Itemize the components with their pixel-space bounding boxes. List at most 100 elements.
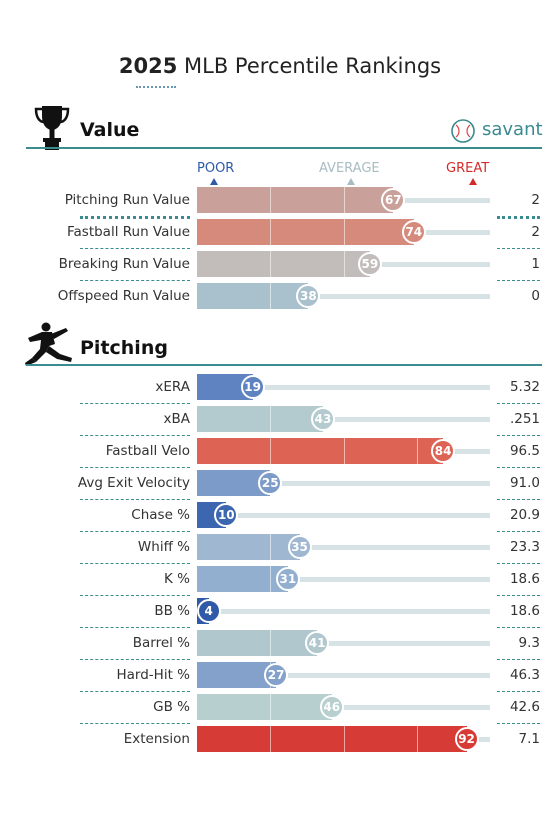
percentile-bubble: 35 bbox=[287, 535, 312, 559]
metric-label: Pitching Run Value bbox=[64, 192, 190, 208]
percentile-bar bbox=[197, 251, 370, 277]
metric-value: 96.5 bbox=[509, 443, 540, 459]
percentile-bar bbox=[197, 534, 300, 560]
metric-label: Offspeed Run Value bbox=[57, 288, 190, 304]
section-rule-value bbox=[26, 147, 542, 149]
metric-value: 2 bbox=[531, 224, 540, 240]
grid-line bbox=[343, 219, 345, 245]
row-separator bbox=[497, 531, 540, 532]
title-underline bbox=[136, 86, 176, 88]
grid-line bbox=[270, 406, 272, 432]
row-separator bbox=[80, 723, 190, 724]
metric-label: Fastball Run Value bbox=[66, 224, 190, 240]
row-separator bbox=[497, 248, 540, 249]
percentile-track bbox=[197, 385, 490, 390]
row-separator bbox=[80, 216, 190, 219]
grid-line bbox=[270, 630, 272, 656]
percentile-bar bbox=[197, 187, 394, 213]
percentile-bar bbox=[197, 438, 444, 464]
grid-line bbox=[416, 438, 418, 464]
scale-poor-label: POOR bbox=[197, 161, 235, 176]
percentile-bar bbox=[197, 406, 323, 432]
metric-label: BB % bbox=[154, 603, 190, 619]
metric-value: .251 bbox=[509, 411, 540, 427]
grid-line bbox=[270, 283, 272, 309]
title-text: MLB Percentile Rankings bbox=[184, 54, 442, 78]
grid-line bbox=[270, 534, 272, 560]
percentile-track bbox=[197, 513, 490, 518]
chart-title: 2025 MLB Percentile Rankings bbox=[0, 54, 560, 78]
baseball-icon bbox=[451, 119, 475, 143]
metric-value: 46.3 bbox=[509, 667, 540, 683]
percentile-bubble: 43 bbox=[310, 407, 335, 431]
percentile-track bbox=[197, 577, 490, 582]
grid-line bbox=[343, 251, 345, 277]
metric-label: Avg Exit Velocity bbox=[77, 475, 190, 491]
metric-label: Extension bbox=[123, 731, 190, 747]
grid-line bbox=[343, 187, 345, 213]
row-separator bbox=[80, 691, 190, 692]
grid-line bbox=[270, 694, 272, 720]
metric-label: Hard-Hit % bbox=[116, 667, 191, 683]
percentile-bubble: 84 bbox=[431, 439, 456, 463]
section-header-value: Value bbox=[0, 104, 560, 150]
metric-value: 0 bbox=[531, 288, 540, 304]
grid-line bbox=[270, 566, 272, 592]
percentile-bubble: 25 bbox=[258, 471, 283, 495]
grid-line bbox=[416, 726, 418, 752]
row-separator bbox=[80, 659, 190, 660]
row-separator bbox=[497, 435, 540, 436]
percentile-track bbox=[197, 417, 490, 422]
row-separator bbox=[497, 280, 540, 281]
row-separator bbox=[497, 595, 540, 596]
section-rule-pitching bbox=[26, 364, 542, 366]
row-separator bbox=[497, 563, 540, 564]
percentile-bubble: 38 bbox=[296, 284, 321, 308]
percentile-track bbox=[197, 673, 490, 678]
percentile-bar bbox=[197, 219, 414, 245]
scale-average-label: AVERAGE bbox=[319, 161, 380, 176]
percentile-bar bbox=[197, 662, 277, 688]
percentile-bar bbox=[197, 694, 332, 720]
percentile-bar bbox=[197, 566, 288, 592]
percentile-bubble: 4 bbox=[196, 599, 221, 623]
metric-value: 9.3 bbox=[518, 635, 540, 651]
metric-label: K % bbox=[164, 571, 190, 587]
grid-line bbox=[270, 251, 272, 277]
metric-label: xERA bbox=[155, 379, 190, 395]
grid-line bbox=[343, 438, 345, 464]
row-separator bbox=[80, 563, 190, 564]
section-title-value: Value bbox=[80, 119, 140, 141]
row-separator bbox=[497, 691, 540, 692]
row-separator bbox=[80, 280, 190, 281]
row-separator bbox=[80, 403, 190, 404]
percentile-bubble: 19 bbox=[240, 375, 265, 399]
grid-line bbox=[343, 726, 345, 752]
metric-value: 2 bbox=[531, 192, 540, 208]
scale-great-arrow bbox=[469, 178, 477, 185]
metric-value: 1 bbox=[531, 256, 540, 272]
grid-line bbox=[270, 187, 272, 213]
scale-great-label: GREAT bbox=[446, 161, 490, 176]
section-header-pitching: Pitching bbox=[0, 322, 560, 366]
row-separator bbox=[497, 723, 540, 724]
metric-label: Fastball Velo bbox=[105, 443, 190, 459]
trophy-icon bbox=[34, 106, 70, 150]
pitcher-icon bbox=[25, 322, 72, 366]
metric-value: 7.1 bbox=[518, 731, 540, 747]
percentile-bar bbox=[197, 726, 467, 752]
grid-line bbox=[270, 438, 272, 464]
percentile-bar bbox=[197, 630, 318, 656]
percentile-bubble: 67 bbox=[381, 188, 406, 212]
row-separator bbox=[80, 435, 190, 436]
metric-value: 18.6 bbox=[509, 603, 540, 619]
section-title-pitching: Pitching bbox=[80, 337, 168, 359]
percentile-bubble: 10 bbox=[214, 503, 239, 527]
row-separator bbox=[80, 627, 190, 628]
scale-poor-arrow bbox=[210, 178, 218, 185]
percentile-bar bbox=[197, 283, 309, 309]
percentile-bubble: 59 bbox=[357, 252, 382, 276]
metric-label: GB % bbox=[153, 699, 190, 715]
row-separator bbox=[497, 627, 540, 628]
metric-label: xBA bbox=[163, 411, 191, 427]
